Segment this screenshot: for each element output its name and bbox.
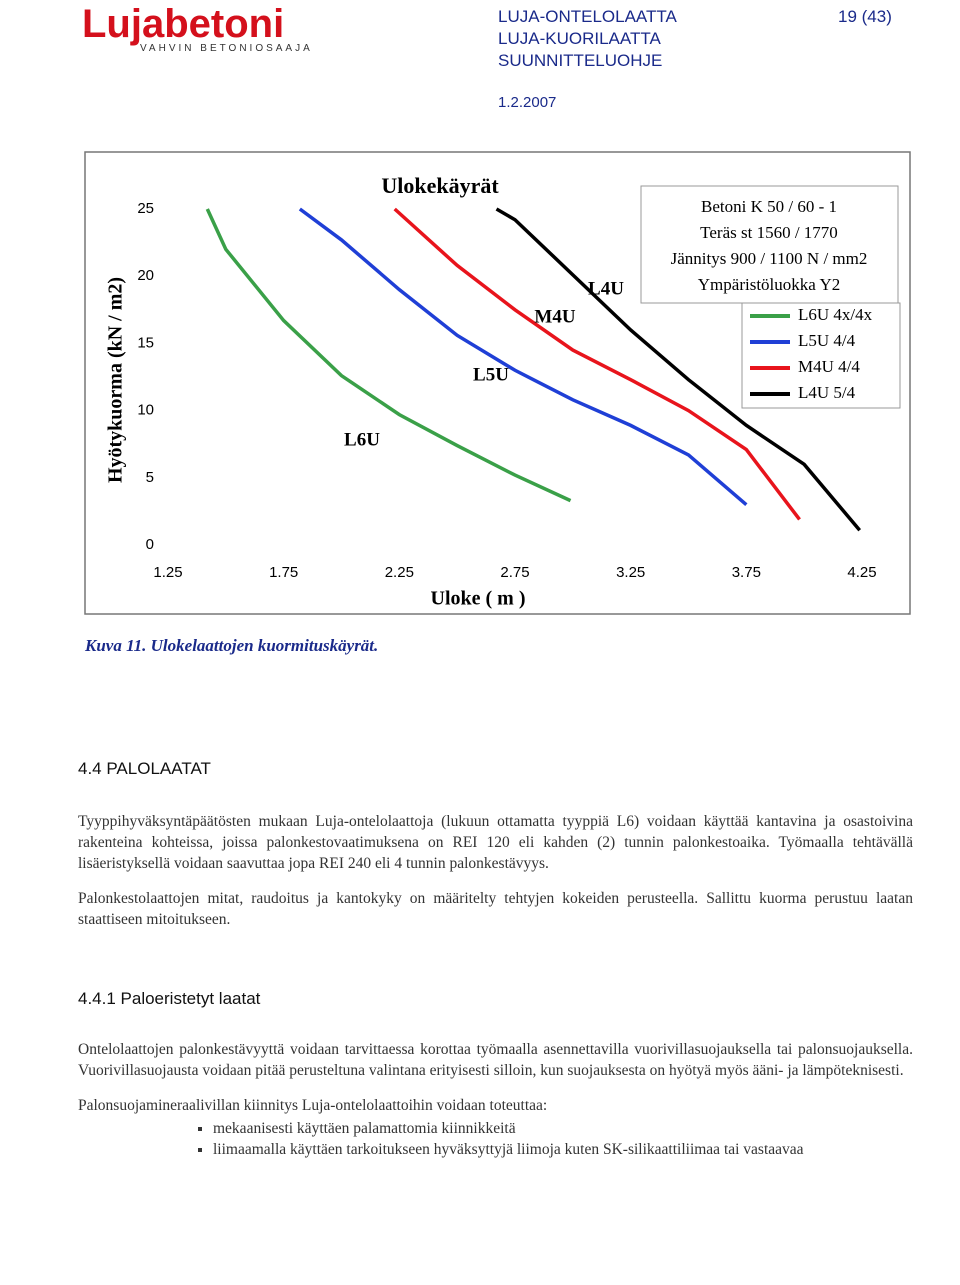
header-line: LUJA-ONTELOLAATTA — [498, 7, 677, 26]
data-line — [298, 207, 748, 507]
legend-label: L4U 5/4 — [798, 383, 856, 402]
list-item: mekaanisesti käyttäen palamattomia kiinn… — [213, 1118, 913, 1139]
caption: Kuva 11. Ulokelaattojen kuormituskäyrät. — [85, 636, 379, 655]
x-tick-label: 2.75 — [500, 564, 529, 581]
info-line: Ympäristöluokka Y2 — [698, 275, 840, 294]
header-line: SUUNNITTELUOHJE — [498, 51, 663, 70]
list: mekaanisesti käyttäen palamattomia kiinn… — [78, 1118, 913, 1160]
info-line: Betoni K 50 / 60 - 1 — [701, 197, 837, 216]
curve-label: L6U — [344, 429, 380, 450]
y-tick-label: 25 — [137, 200, 154, 217]
x-tick-label: 1.75 — [269, 564, 298, 581]
y-tick-label: 5 — [146, 469, 154, 486]
x-tick-label: 2.25 — [385, 564, 414, 581]
legend-label: M4U 4/4 — [798, 357, 860, 376]
subsection-heading: 4.4.1 Paloeristetyt laatat — [78, 989, 261, 1008]
info-box — [640, 185, 899, 304]
y-tick-label: 15 — [137, 334, 154, 351]
x-axis-title: Uloke ( m ) — [431, 588, 526, 610]
chart-title: Ulokekäyrät — [381, 173, 499, 198]
paragraph: Palonsuojamineraalivillan kiinnitys Luja… — [78, 1097, 548, 1114]
curve-label: L5U — [473, 364, 509, 385]
x-tick-label: 4.25 — [847, 564, 876, 581]
legend-label: L6U 4x/4x — [798, 305, 873, 324]
tagline: VAHVIN BETONIOSAAJA — [140, 43, 313, 54]
data-line — [495, 207, 862, 532]
header-line: LUJA-KUORILAATTA — [498, 29, 661, 48]
y-axis-title: Hyötykuorma (kN / m2) — [105, 277, 127, 483]
curve-label: L4U — [588, 278, 624, 299]
chart: Ulokekäyrät Uloke ( m ) Hyötykuorma (kN … — [84, 151, 911, 615]
paragraph: Tyyppihyväksyntäpäätösten mukaan Luja-on… — [78, 813, 913, 872]
x-tick-label: 1.25 — [153, 564, 182, 581]
logo: Lujabetoni — [82, 2, 285, 46]
legend — [741, 302, 901, 409]
info-line: Teräs st 1560 / 1770 — [700, 223, 838, 242]
legend-label: L5U 4/4 — [798, 331, 856, 350]
y-tick-label: 0 — [146, 536, 154, 553]
info-line: Jännitys 900 / 1100 N / mm2 — [671, 249, 868, 268]
data-line — [393, 207, 801, 521]
paragraph: Palonkestolaattojen mitat, raudoitus ja … — [78, 890, 913, 928]
y-tick-label: 20 — [137, 267, 154, 284]
page-number: 19 (43) — [838, 7, 892, 26]
section-heading: 4.4 PALOLAATAT — [78, 759, 211, 778]
data-line — [205, 208, 572, 503]
paragraph: Ontelolaattojen palonkestävyyttä voidaan… — [78, 1041, 913, 1079]
header-lines: LUJA-ONTELOLAATTA LUJA-KUORILAATTA SUUNN… — [498, 6, 677, 72]
y-tick-label: 10 — [137, 402, 154, 419]
x-tick-label: 3.25 — [616, 564, 645, 581]
section: 4.4 PALOLAATAT Tyyppihyväksyntäpäätösten… — [78, 758, 913, 1160]
date: 1.2.2007 — [498, 94, 557, 111]
curve-label: M4U — [534, 306, 575, 327]
chart-frame — [84, 151, 911, 615]
list-item: liimaamalla käyttäen tarkoitukseen hyväk… — [213, 1139, 913, 1160]
x-tick-label: 3.75 — [732, 564, 761, 581]
